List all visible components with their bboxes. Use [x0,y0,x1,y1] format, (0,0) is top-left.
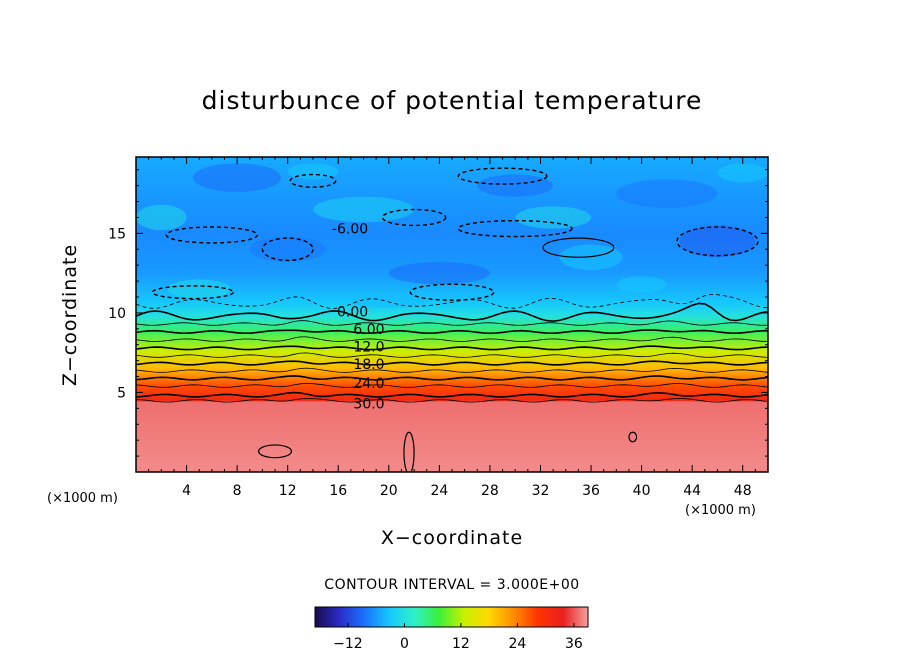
field-texture [249,236,326,262]
x-tick-label: 4 [182,483,191,499]
x-tick-label: 20 [380,483,398,499]
field-texture [350,292,427,309]
colorbar-tick-label: −12 [333,636,363,652]
contour-line [136,336,768,342]
contour-line [136,293,768,310]
colorbar-tick-label: 36 [565,636,583,652]
contour-line [403,431,415,472]
contour-line [676,226,759,257]
contour-label: 30.0 [353,397,384,413]
field-texture [717,163,768,183]
field-texture [388,262,490,285]
x-tick-label: 16 [329,483,347,499]
contour-line [136,391,768,398]
contour-label: 6.00 [353,322,384,338]
field-texture [477,174,554,197]
colorbar-tick-label: 24 [508,636,526,652]
field-texture [616,179,718,208]
contour-line [136,352,768,358]
field-texture [616,276,667,293]
x-axis-unit-right: (×1000 m) [685,503,756,518]
field-texture [515,206,592,229]
field-texture [679,225,756,258]
contour-line [165,226,259,244]
contour-label: 0.00 [337,304,368,320]
chart-title: disturbunce of potential temperature [201,86,703,115]
contour-line [381,208,447,227]
x-axis-unit-left: (×1000 m) [47,491,118,506]
contour-label: -6.00 [332,222,368,238]
y-tick-label: 10 [108,306,126,322]
contour-line [457,167,548,185]
contour-line [136,345,768,351]
x-tick-label: 48 [734,483,752,499]
x-tick-label: 8 [233,483,242,499]
contour-line [261,237,314,262]
field-texture [192,163,282,193]
x-tick-label: 24 [430,483,448,499]
contour-line [457,219,573,238]
contour-line [409,283,495,301]
contour-line [136,382,768,388]
colorbar-tick-label: 0 [400,636,409,652]
contour-label: 24.0 [353,376,384,392]
contour-line [136,329,768,335]
contour-line [628,431,638,443]
contour-line [136,320,768,326]
contour-line [136,367,768,373]
y-tick-label: 15 [108,226,126,242]
contour-line [289,173,337,188]
colorbar [314,606,589,628]
x-tick-label: 12 [279,483,297,499]
contour-line [136,398,768,403]
contour-label: 12.0 [353,339,384,355]
contour-line [136,375,768,381]
contour-line [136,302,768,323]
colorbar-tick-label: 12 [452,636,470,652]
contour-line [542,237,615,258]
x-tick-label: 36 [582,483,600,499]
contour-interval-text: CONTOUR INTERVAL = 3.000E+00 [324,577,580,593]
x-tick-label: 28 [481,483,499,499]
field-texture [312,196,415,223]
contour-line [136,360,768,366]
contour-line [258,444,293,459]
x-tick-label: 40 [633,483,651,499]
y-tick-label: 5 [117,385,126,401]
x-axis-label: X−coordinate [380,527,524,549]
contour-label: 18.0 [353,357,384,373]
x-tick-label: 44 [683,483,701,499]
heatmap-field [136,157,768,472]
contour-line [151,285,235,300]
x-tick-label: 32 [532,483,550,499]
field-texture [136,204,187,231]
field-texture [167,279,231,299]
